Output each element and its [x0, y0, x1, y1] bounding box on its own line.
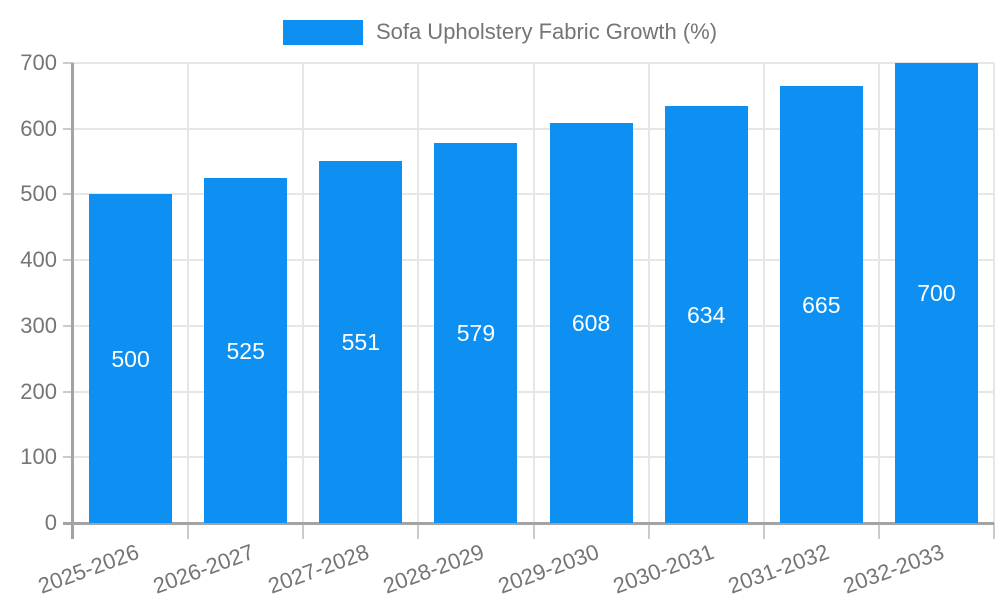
y-axis-label: 300: [20, 312, 57, 338]
bar[interactable]: [434, 142, 518, 523]
bar[interactable]: [89, 194, 173, 523]
x-gridline: [302, 63, 305, 523]
x-tick: [302, 523, 305, 539]
x-tick: [647, 523, 650, 539]
bar[interactable]: [549, 123, 633, 523]
y-axis-label: 200: [20, 378, 57, 404]
bar[interactable]: [894, 63, 978, 523]
x-tick: [187, 523, 190, 539]
y-tick: [63, 62, 73, 64]
x-gridline: [762, 63, 765, 523]
bar[interactable]: [319, 160, 403, 523]
y-axis-line: [71, 63, 74, 539]
x-gridline: [993, 63, 995, 523]
y-tick: [63, 456, 73, 459]
legend[interactable]: Sofa Upholstery Fabric Growth (%): [0, 19, 1000, 45]
y-axis-label: 700: [20, 50, 57, 75]
y-axis-label: 0: [44, 510, 57, 535]
y-tick: [63, 390, 73, 393]
x-tick: [532, 523, 535, 539]
y-axis-label: 600: [20, 115, 57, 141]
bar[interactable]: [664, 106, 748, 523]
x-gridline: [532, 63, 535, 523]
x-tick: [877, 523, 880, 539]
x-gridline: [647, 63, 650, 523]
y-axis-label: 400: [20, 247, 57, 273]
x-gridline: [417, 63, 420, 523]
legend-swatch: [282, 19, 363, 45]
y-tick: [63, 259, 73, 262]
x-tick: [417, 523, 420, 539]
x-gridline: [877, 63, 880, 523]
y-tick: [63, 324, 73, 327]
y-tick: [63, 127, 73, 130]
x-gridline: [187, 63, 190, 523]
x-tick: [993, 523, 995, 539]
y-axis-label: 100: [20, 444, 57, 470]
y-tick: [63, 193, 73, 196]
bar[interactable]: [779, 86, 863, 523]
y-axis-label: 500: [20, 181, 57, 207]
x-axis-line: [63, 522, 994, 525]
legend-label: Sofa Upholstery Fabric Growth (%): [375, 19, 718, 44]
bar[interactable]: [204, 178, 288, 523]
x-tick: [762, 523, 765, 539]
